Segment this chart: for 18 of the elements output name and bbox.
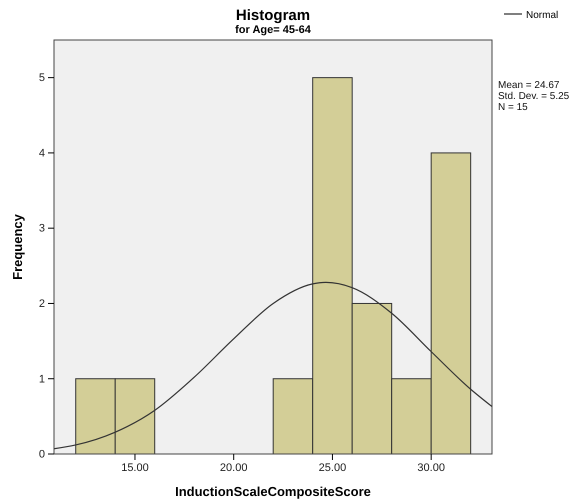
x-axis-title: InductionScaleCompositeScore — [175, 484, 371, 499]
x-tick-label: 30.00 — [417, 462, 445, 474]
y-tick-label: 0 — [38, 448, 45, 461]
text: Std. Dev. = 5.25 — [498, 91, 570, 102]
y-tick-label: 1 — [38, 373, 45, 386]
y-tick-label: 4 — [38, 147, 45, 160]
y-tick-label: 5 — [38, 72, 45, 84]
text: Mean = 24.67 — [498, 80, 560, 91]
y-tick-label: 3 — [38, 222, 45, 235]
text: N = 15 — [498, 102, 528, 113]
y-axis-title: Frequency — [10, 213, 25, 280]
y-tick-label: 2 — [38, 298, 45, 310]
chart-subtitle: for Age= 45-64 — [235, 24, 312, 36]
x-tick-label: 20.00 — [220, 462, 248, 474]
x-tick-label: 15.00 — [121, 462, 149, 474]
legend-label: Normal — [526, 10, 558, 21]
x-tick-label: 25.00 — [318, 462, 346, 474]
chart-title: Histogram — [236, 7, 310, 24]
